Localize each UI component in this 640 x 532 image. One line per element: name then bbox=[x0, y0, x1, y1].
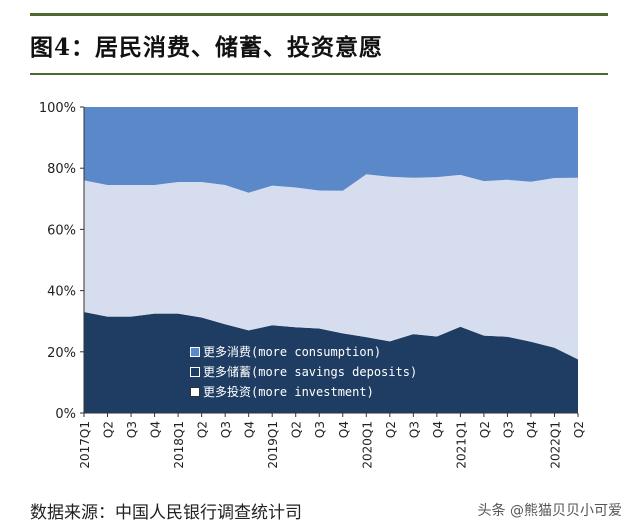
y-tick-label: 80% bbox=[47, 162, 76, 177]
x-tick-label: Q3 bbox=[313, 421, 327, 438]
x-tick-label: Q3 bbox=[407, 421, 421, 438]
x-tick-label: 2020Q1 bbox=[360, 421, 374, 469]
top-rule bbox=[30, 13, 608, 16]
x-tick-label: Q2 bbox=[196, 421, 210, 438]
y-tick-label: 40% bbox=[47, 285, 76, 300]
area-consumption bbox=[84, 107, 578, 193]
x-tick-label: Q2 bbox=[478, 421, 492, 438]
x-tick-label: Q3 bbox=[125, 421, 139, 438]
x-tick-label: Q2 bbox=[384, 421, 398, 438]
x-tick-label: Q2 bbox=[572, 421, 586, 438]
y-tick-label: 0% bbox=[55, 407, 76, 422]
x-tick-label: 2018Q1 bbox=[172, 421, 186, 469]
x-tick-label: Q2 bbox=[102, 421, 116, 438]
x-tick-label: Q4 bbox=[337, 421, 351, 438]
legend-item-savings: 更多储蓄(more savings deposits) bbox=[190, 362, 417, 382]
legend-item-consumption: 更多消费(more consumption) bbox=[190, 342, 417, 362]
x-tick-label: 2019Q1 bbox=[266, 421, 280, 469]
x-tick-label: Q3 bbox=[219, 421, 233, 438]
area-investment bbox=[84, 174, 578, 360]
data-source: 数据来源：中国人民银行调查统计司 bbox=[30, 503, 302, 523]
x-tick-label: 2022Q1 bbox=[548, 421, 562, 469]
legend-swatch-investment bbox=[190, 387, 200, 397]
x-tick-label: 2021Q1 bbox=[454, 421, 468, 469]
y-tick-label: 20% bbox=[47, 346, 76, 361]
legend-item-investment: 更多投资(more investment) bbox=[190, 382, 417, 402]
watermark: 头条 @熊猫贝贝小可爱 bbox=[477, 503, 622, 519]
figure-title: 图4：居民消费、储蓄、投资意愿 bbox=[30, 34, 384, 61]
title-rule bbox=[30, 73, 608, 75]
x-tick-label: Q4 bbox=[525, 421, 539, 438]
chart-legend: 更多消费(more consumption) 更多储蓄(more savings… bbox=[190, 342, 417, 402]
legend-swatch-savings bbox=[190, 367, 200, 377]
x-tick-label: Q2 bbox=[290, 421, 304, 438]
x-tick-label: Q4 bbox=[431, 421, 445, 438]
x-tick-label: Q4 bbox=[149, 421, 163, 438]
x-tick-label: Q4 bbox=[243, 421, 257, 438]
legend-swatch-consumption bbox=[190, 347, 200, 357]
legend-label-investment: 更多投资(more investment) bbox=[203, 385, 374, 399]
x-tick-label: 2017Q1 bbox=[78, 421, 92, 469]
y-tick-label: 100% bbox=[39, 101, 76, 116]
area-savings bbox=[84, 312, 578, 413]
y-tick-label: 60% bbox=[47, 223, 76, 238]
legend-label-savings: 更多储蓄(more savings deposits) bbox=[203, 365, 418, 379]
legend-label-consumption: 更多消费(more consumption) bbox=[203, 345, 382, 359]
x-tick-label: Q3 bbox=[501, 421, 515, 438]
